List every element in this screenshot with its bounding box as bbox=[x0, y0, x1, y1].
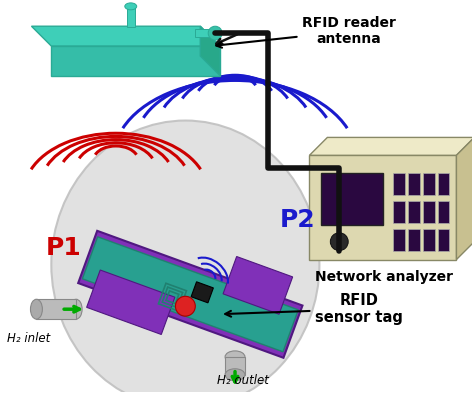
Ellipse shape bbox=[225, 351, 245, 363]
Ellipse shape bbox=[70, 299, 82, 319]
Bar bbox=[438, 201, 449, 223]
Text: H₂ outlet: H₂ outlet bbox=[217, 374, 269, 387]
Bar bbox=[438, 229, 449, 251]
Polygon shape bbox=[82, 237, 298, 352]
Bar bbox=[393, 173, 405, 195]
Polygon shape bbox=[78, 231, 302, 358]
Text: H₂ inlet: H₂ inlet bbox=[7, 332, 50, 345]
Ellipse shape bbox=[225, 369, 245, 381]
Polygon shape bbox=[223, 257, 292, 314]
Bar bbox=[225, 357, 245, 375]
Text: P2: P2 bbox=[280, 208, 315, 232]
Circle shape bbox=[330, 233, 348, 251]
Bar bbox=[321, 173, 383, 225]
Polygon shape bbox=[87, 270, 175, 334]
Bar bbox=[408, 201, 419, 223]
Polygon shape bbox=[127, 6, 135, 27]
Polygon shape bbox=[51, 46, 220, 76]
Bar bbox=[36, 299, 76, 319]
Polygon shape bbox=[310, 155, 456, 259]
Bar bbox=[393, 201, 405, 223]
Bar bbox=[423, 201, 435, 223]
Text: RFID
sensor tag: RFID sensor tag bbox=[225, 293, 403, 325]
Ellipse shape bbox=[30, 299, 42, 319]
Text: P1: P1 bbox=[46, 236, 81, 260]
Bar bbox=[408, 229, 419, 251]
Polygon shape bbox=[200, 26, 220, 76]
Polygon shape bbox=[195, 29, 211, 37]
Bar bbox=[393, 229, 405, 251]
Circle shape bbox=[208, 26, 222, 40]
Circle shape bbox=[175, 296, 195, 316]
Bar bbox=[423, 229, 435, 251]
Bar bbox=[423, 173, 435, 195]
Polygon shape bbox=[456, 138, 474, 259]
Bar bbox=[408, 173, 419, 195]
Polygon shape bbox=[310, 138, 474, 155]
Text: Network analyzer: Network analyzer bbox=[315, 270, 453, 285]
Polygon shape bbox=[31, 26, 220, 46]
Bar bbox=[438, 173, 449, 195]
Ellipse shape bbox=[51, 121, 319, 393]
Text: RFID reader
antenna: RFID reader antenna bbox=[216, 16, 396, 48]
Ellipse shape bbox=[125, 3, 137, 10]
Polygon shape bbox=[191, 282, 213, 303]
